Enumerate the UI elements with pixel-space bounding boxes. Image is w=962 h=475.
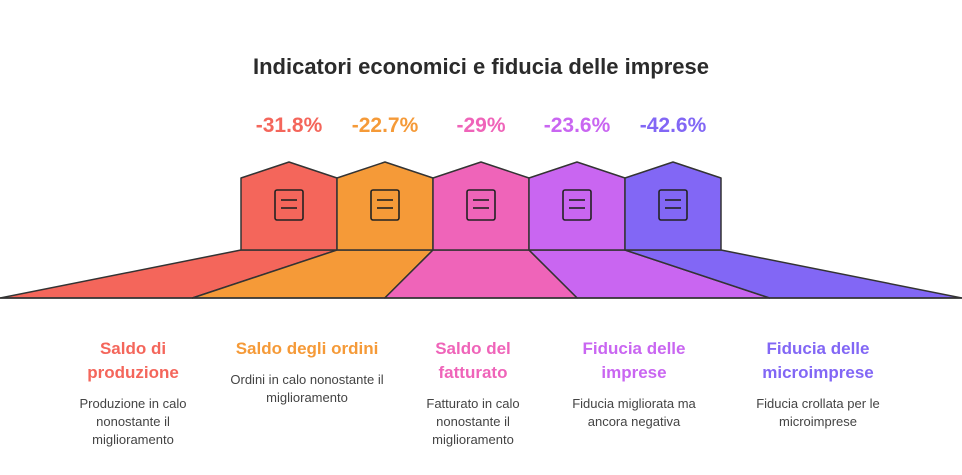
column: Saldo del fatturato Fatturato in calo non… — [408, 337, 538, 449]
item-description: Fatturato in calo nonostante il migliora… — [426, 396, 520, 447]
icon-shape — [658, 189, 688, 221]
icon — [658, 189, 688, 221]
house — [432, 161, 530, 251]
column: Saldo degli ordini Ordini in calo nonosta… — [222, 337, 392, 407]
item-title: Saldo degli ordini — [235, 339, 379, 358]
column: Saldo di produzione Produzione in calo no… — [63, 337, 203, 449]
item-description: Produzione in calo nonostante il miglior… — [79, 396, 187, 447]
house — [240, 161, 338, 251]
icon — [466, 189, 496, 221]
percent-label: -42.6% — [639, 114, 707, 137]
title: Indicatori economici e fiducia delle imp… — [252, 54, 710, 79]
percent-label: -31.8% — [255, 114, 323, 137]
item-description: Ordini in calo nonostante il miglioramen… — [230, 372, 384, 405]
icon — [274, 189, 304, 221]
percent-label: -29% — [456, 114, 506, 137]
icon-shape — [274, 189, 304, 221]
icon-shape — [466, 189, 496, 221]
item-description: Fiducia crollata per le microimprese — [756, 396, 880, 429]
item-title: Fiducia delle imprese — [582, 339, 686, 382]
item-title: Saldo di produzione — [87, 339, 179, 382]
column: Fiducia delle imprese Fiducia migliorata … — [564, 337, 704, 431]
house — [624, 161, 722, 251]
house — [336, 161, 434, 251]
item-description: Fiducia migliorata ma ancora negativa — [572, 396, 696, 429]
column: Fiducia delle microimprese Fiducia crolla… — [743, 337, 893, 431]
icon-shape — [562, 189, 592, 221]
icon — [370, 189, 400, 221]
item-title: Fiducia delle microimprese — [762, 339, 874, 382]
percent-label: -22.7% — [351, 114, 419, 137]
item-title: Saldo del fatturato — [435, 339, 511, 382]
percent-label: -23.6% — [543, 114, 611, 137]
icon-shape — [370, 189, 400, 221]
house — [528, 161, 626, 251]
icon — [562, 189, 592, 221]
